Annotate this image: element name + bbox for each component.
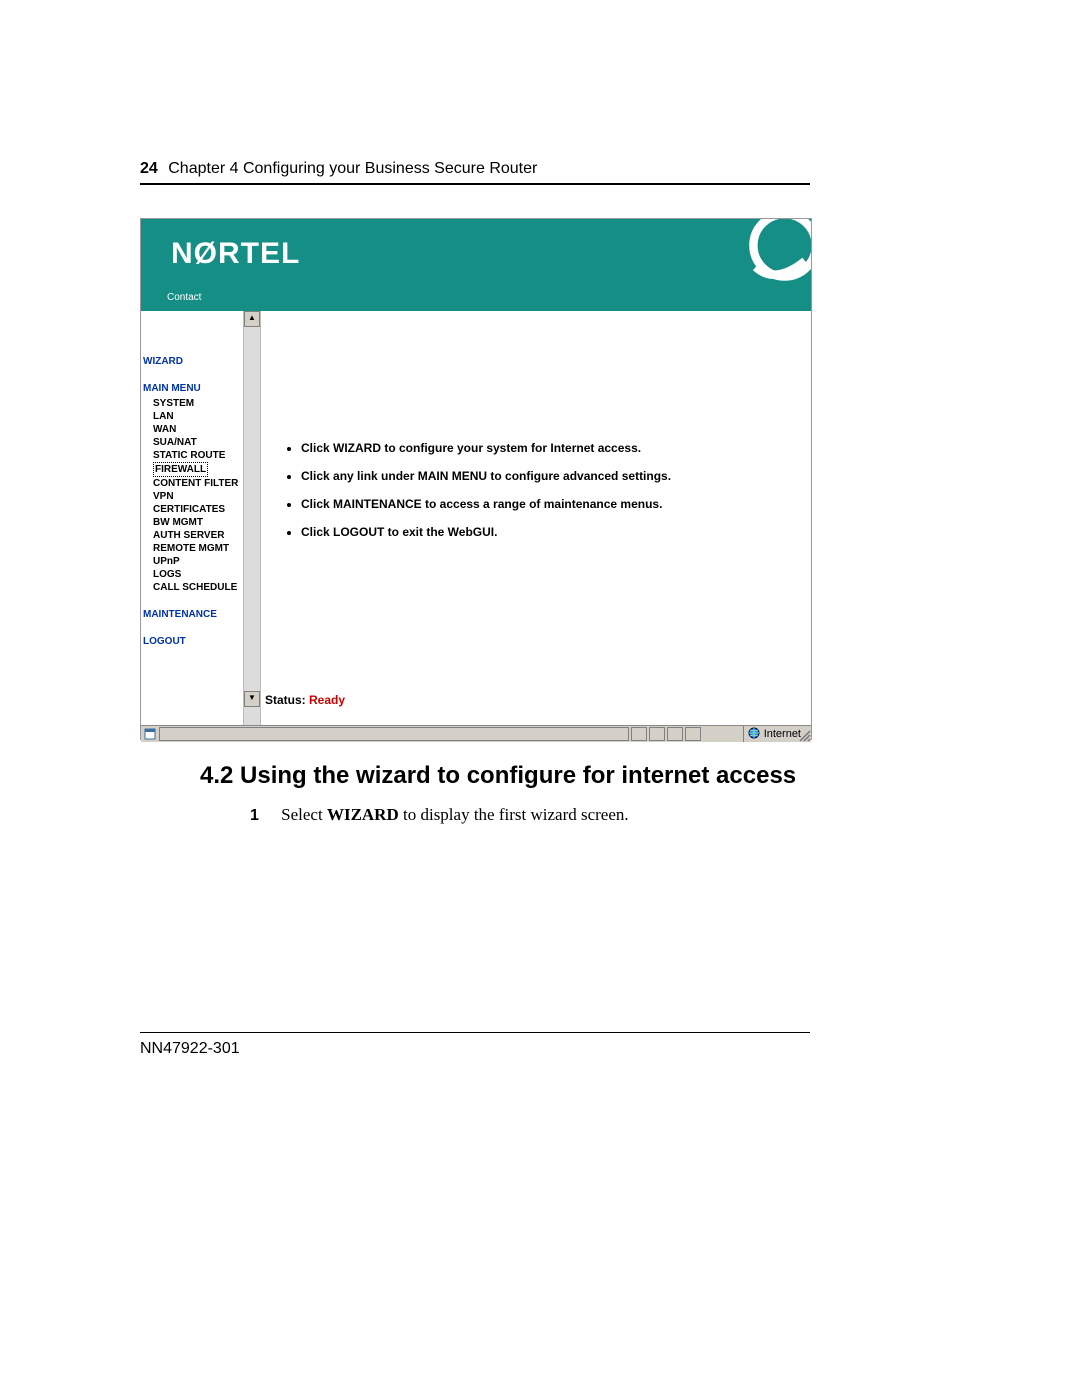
step-text-bold: WIZARD [327, 805, 399, 824]
nav-item-bw-mgmt[interactable]: BW MGMT [153, 516, 241, 529]
nav-item-certificates[interactable]: CERTIFICATES [153, 503, 241, 516]
resize-grip-icon[interactable] [797, 728, 811, 742]
instruction-2: Click MAINTENANCE to access a range of m… [301, 497, 791, 511]
nav-item-sua-nat[interactable]: SUA/NAT [153, 436, 241, 449]
contact-link[interactable]: Contact [167, 292, 201, 303]
body-area: WIZARD MAIN MENU SYSTEMLANWANSUA/NATSTATIC… [141, 311, 811, 725]
status-label: Status: [265, 693, 306, 707]
step-1: 1 Select WIZARD to display the first wiz… [250, 805, 629, 825]
top-banner: NØRTEL Contact [141, 219, 811, 311]
zone-indicator: Internet [743, 726, 805, 742]
step-text-post: to display the first wizard screen. [399, 805, 629, 824]
page-number: 24 [140, 160, 158, 177]
nav-item-auth-server[interactable]: AUTH SERVER [153, 529, 241, 542]
sidebar-scrollbar[interactable]: ▲ ▼ [243, 311, 261, 725]
nortel-swirl-icon [739, 219, 811, 291]
nav-heading-main-menu[interactable]: MAIN MENU [143, 382, 241, 395]
nav-item-call-schedule[interactable]: CALL SCHEDULE [153, 581, 241, 594]
status-value: Ready [309, 693, 345, 707]
sidebar-nav: WIZARD MAIN MENU SYSTEMLANWANSUA/NATSTATIC… [141, 311, 243, 725]
step-text-pre: Select [281, 805, 327, 824]
page-icon [144, 728, 156, 740]
nav-item-lan[interactable]: LAN [153, 410, 241, 423]
instruction-3: Click LOGOUT to exit the WebGUI. [301, 525, 791, 539]
nav-item-wan[interactable]: WAN [153, 423, 241, 436]
scroll-down-button[interactable]: ▼ [244, 691, 260, 707]
status-segment-4 [685, 727, 701, 741]
nav-item-upnp[interactable]: UPnP [153, 555, 241, 568]
status-segment-1 [631, 727, 647, 741]
chapter-title: Chapter 4 Configuring your Business Secu… [168, 160, 537, 177]
nav-item-logs[interactable]: LOGS [153, 568, 241, 581]
status-segment-2 [649, 727, 665, 741]
footer-rule [140, 1032, 810, 1033]
nav-heading-maintenance[interactable]: MAINTENANCE [143, 608, 241, 621]
globe-icon [748, 727, 760, 742]
nav-item-remote-mgmt[interactable]: REMOTE MGMT [153, 542, 241, 555]
router-screenshot: NØRTEL Contact WIZARD MAIN MENU SYSTEMLANW… [140, 218, 812, 740]
nav-item-content-filter[interactable]: CONTENT FILTER [153, 477, 241, 490]
instruction-0: Click WIZARD to configure your system fo… [301, 441, 791, 455]
nortel-logo: NØRTEL [171, 237, 300, 271]
footer-docid: NN47922-301 [140, 1040, 240, 1058]
browser-statusbar: Internet [141, 725, 811, 742]
nav-item-firewall[interactable]: FIREWALL [153, 462, 208, 477]
step-number: 1 [250, 807, 259, 824]
content-pane: Click WIZARD to configure your system fo… [261, 311, 811, 725]
instruction-1: Click any link under MAIN MENU to config… [301, 469, 791, 483]
zone-label: Internet [764, 728, 801, 740]
status-segment-main [159, 727, 629, 741]
nav-item-system[interactable]: SYSTEM [153, 397, 241, 410]
instruction-list: Click WIZARD to configure your system fo… [287, 441, 791, 539]
sidebar-wrap: WIZARD MAIN MENU SYSTEMLANWANSUA/NATSTATIC… [141, 311, 261, 725]
section-heading: 4.2 Using the wizard to configure for in… [200, 762, 796, 790]
page-header: 24 Chapter 4 Configuring your Business S… [140, 160, 810, 185]
nav-heading-logout[interactable]: LOGOUT [143, 635, 241, 648]
nav-item-static-route[interactable]: STATIC ROUTE [153, 449, 241, 462]
status-line: Status: Ready [265, 693, 345, 707]
scroll-up-button[interactable]: ▲ [244, 311, 260, 327]
nav-heading-wizard[interactable]: WIZARD [143, 355, 241, 368]
status-segment-3 [667, 727, 683, 741]
nav-item-vpn[interactable]: VPN [153, 490, 241, 503]
